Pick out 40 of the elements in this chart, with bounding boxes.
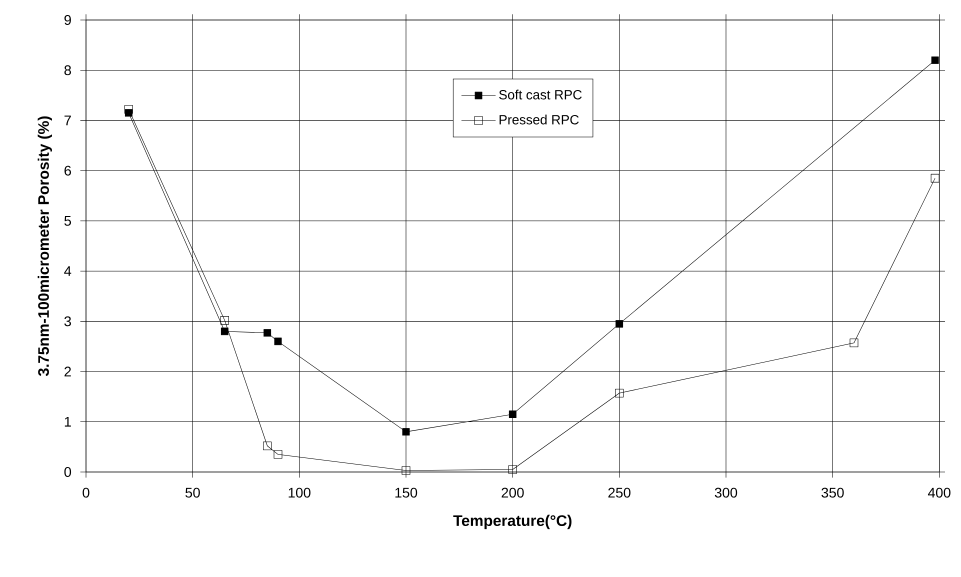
y-tick-label: 4	[64, 266, 72, 276]
point	[931, 56, 939, 64]
y-tick-label: 0	[64, 467, 72, 477]
x-tick-label: 300	[714, 488, 738, 498]
legend-label: Pressed RPC	[500, 114, 579, 124]
y-tick-label: 7	[64, 116, 71, 126]
point	[616, 320, 624, 328]
x-tick-label: 150	[395, 488, 418, 498]
x-tick-label: 100	[288, 488, 310, 498]
point	[220, 316, 229, 325]
point	[220, 328, 228, 336]
x-tick-label: 200	[502, 488, 524, 498]
x-tick-label: 250	[608, 488, 630, 498]
y-tick-label: 2	[64, 366, 71, 376]
y-axis-title: 3.75nm-100micrometer Porosity (%)	[38, 116, 52, 376]
point	[850, 338, 858, 348]
y-tick-label: 3	[64, 316, 71, 326]
point	[930, 174, 940, 182]
point	[124, 105, 133, 114]
y-tick-label: 8	[64, 65, 71, 76]
x-tick-label: 0	[82, 488, 90, 498]
y-tick-label: 5	[64, 216, 72, 226]
point	[402, 428, 410, 436]
y-tick-label: 9	[64, 15, 71, 25]
x-tick-label: 400	[928, 488, 950, 498]
x-tick-label: 50	[185, 488, 200, 498]
x-tick-label: 350	[822, 488, 844, 498]
y-tick-label: 6	[64, 166, 71, 176]
y-tick-label: 1	[64, 416, 71, 427]
point	[402, 466, 410, 475]
point	[264, 329, 272, 337]
point	[263, 442, 272, 450]
point	[508, 465, 517, 474]
point	[508, 410, 516, 418]
x-axis-title: Temperature(°C)	[453, 514, 572, 530]
point	[124, 109, 132, 117]
point	[274, 338, 282, 346]
legend-label: Soft cast RPC	[499, 90, 582, 100]
point	[615, 388, 624, 398]
point	[274, 450, 282, 459]
